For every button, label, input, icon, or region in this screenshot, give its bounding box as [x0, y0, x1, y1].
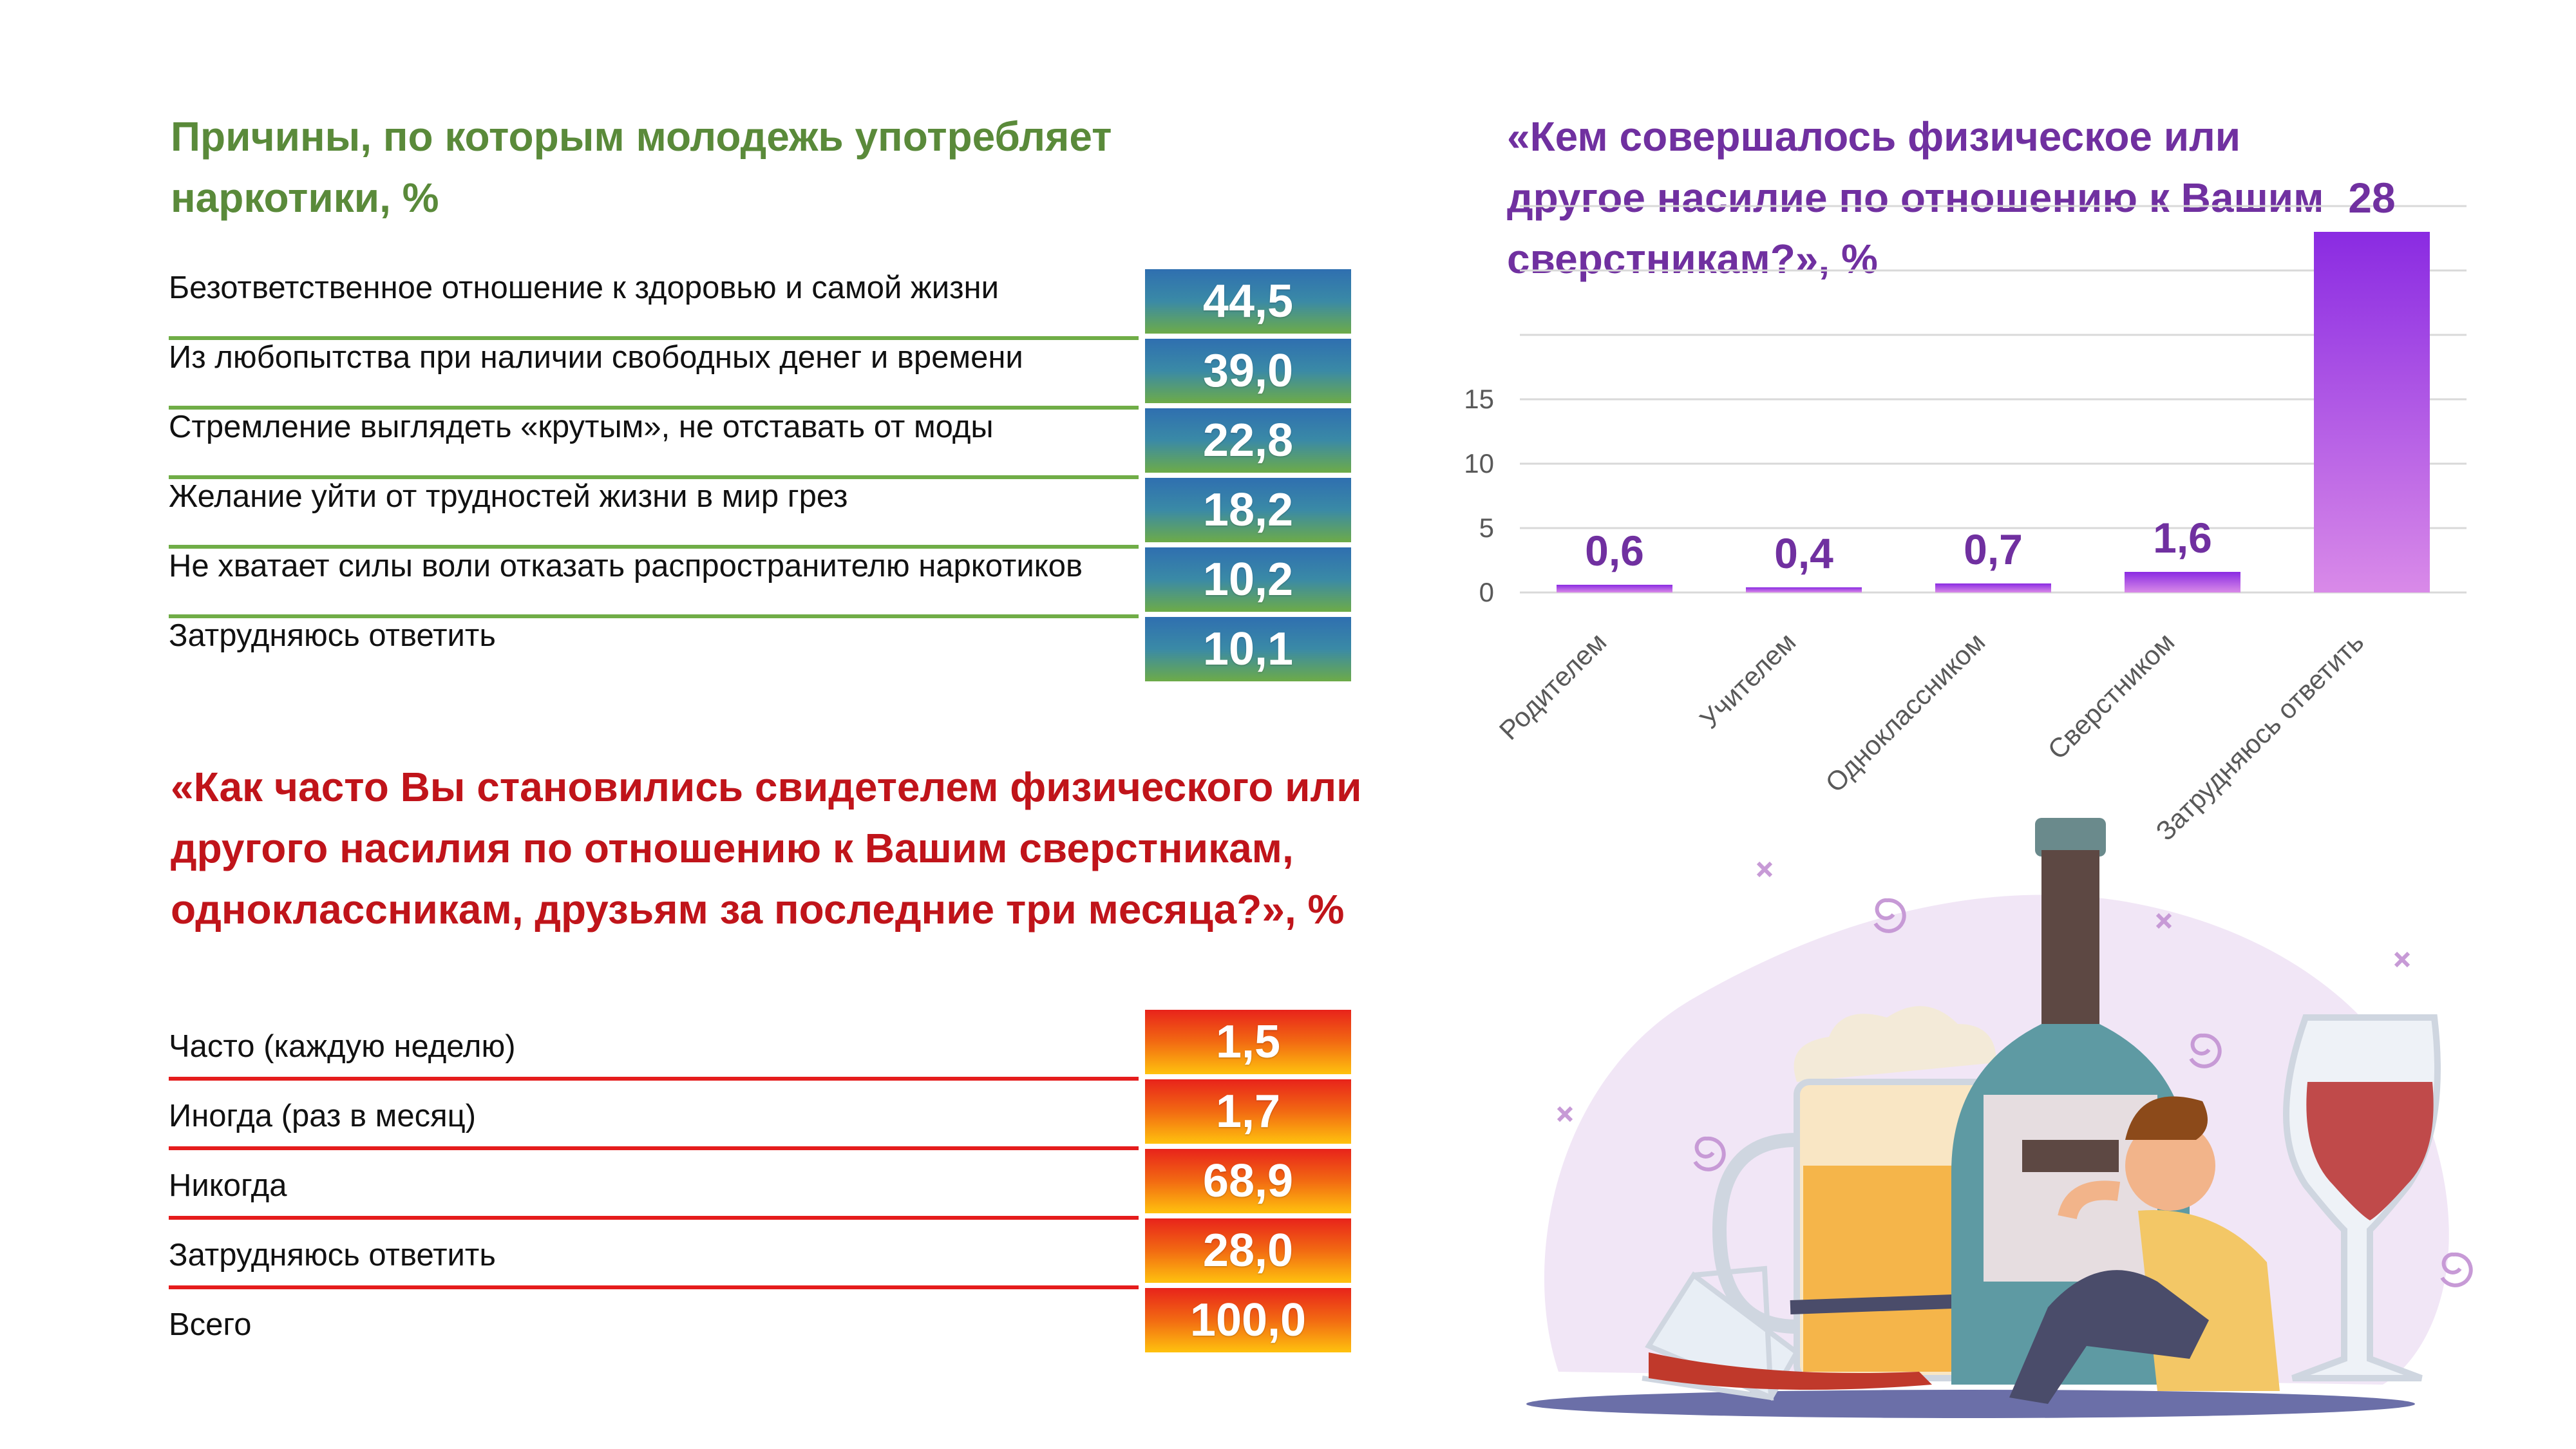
drug-reason-row-label: Безответственное отношение к здоровью и … — [169, 270, 999, 305]
bar-value-label: 0,7 — [1964, 526, 2023, 573]
drug-reason-row: Затрудняюсь ответить 10,1 — [169, 617, 1351, 687]
violence-frequency-row: Иногда (раз в месяц) 1,7 — [169, 1079, 1351, 1150]
y-tick-label: 5 — [1479, 513, 1494, 543]
bar-value-label: 1,6 — [2153, 514, 2212, 562]
violence-frequency-row: Затрудняюсь ответить 28,0 — [169, 1218, 1351, 1289]
y-tick-label: 0 — [1479, 577, 1494, 607]
violence-frequency-row: Часто (каждую неделю) 1,5 — [169, 1010, 1351, 1081]
bar — [1935, 583, 2051, 592]
decorative-swirls — [1557, 861, 2473, 1287]
drug-reason-row-value: 39,0 — [1145, 339, 1351, 403]
drug-reason-row-value: 22,8 — [1145, 408, 1351, 473]
drug-reason-row-value: 44,5 — [1145, 269, 1351, 334]
bar — [1557, 585, 1672, 592]
drug-reason-row-label: Стремление выглядеть «крутым», не отстав… — [169, 410, 994, 444]
x-category-label: Учителем — [1694, 627, 1801, 734]
violence-frequency-row-divider — [169, 1216, 1139, 1220]
violence-perpetrator-chart: 0 5 10 15 0,6 Родителем 0,4 Учителем 0,7 Одноклас… — [1464, 174, 2467, 846]
wine-glass-icon — [2283, 1014, 2441, 1381]
drug-reason-row-label: Не хватает силы воли отказать распростра… — [169, 549, 1083, 583]
bar-value-label: 0,6 — [1585, 527, 1644, 574]
bar-value-label: 0,4 — [1774, 529, 1833, 577]
violence-witness-title: «Как часто Вы становились свидетелем физ… — [171, 764, 1362, 933]
drug-reason-row: Не хватает силы воли отказать распростра… — [169, 547, 1351, 618]
drug-reasons-title: Причины, по которым молодежь употребляет… — [171, 113, 1112, 221]
drug-reason-row-divider — [169, 406, 1139, 410]
drug-reason-row-label: Желание уйти от трудностей жизни в мир г… — [169, 479, 848, 514]
violence-frequency-row-label: Затрудняюсь ответить — [169, 1238, 496, 1273]
drug-reason-row-value: 10,2 — [1145, 547, 1351, 612]
drug-reason-row-label: Затрудняюсь ответить — [169, 618, 496, 653]
violence-frequency-row-label: Всего — [169, 1307, 252, 1342]
drug-reason-row-value: 10,1 — [1145, 617, 1351, 681]
violence-frequency-row-value: 1,7 — [1145, 1079, 1351, 1144]
bar — [2125, 572, 2240, 592]
drug-reason-row-value: 18,2 — [1145, 478, 1351, 542]
violence-frequency-row-label: Никогда — [169, 1168, 287, 1203]
x-category-label: Одноклассником — [1819, 627, 1991, 798]
alcohol-illustration — [1526, 818, 2473, 1418]
drug-reason-row: Стремление выглядеть «крутым», не отстав… — [169, 408, 1351, 479]
violence-frequency-row: Всего 100,0 — [169, 1288, 1351, 1358]
drug-reason-row-divider — [169, 475, 1139, 479]
violence-frequency-row-label: Часто (каждую неделю) — [169, 1029, 516, 1064]
bar-value-label: 28 — [2348, 174, 2395, 222]
x-category-label: Сверстником — [2041, 627, 2180, 765]
y-tick-label: 15 — [1464, 384, 1494, 414]
violence-frequency-row-value: 1,5 — [1145, 1010, 1351, 1074]
bar — [2314, 232, 2430, 592]
chart-title: «Кем совершалось физическое или другое н… — [1507, 113, 2324, 282]
drug-reason-row: Из любопытства при наличии свободных ден… — [169, 339, 1351, 410]
violence-frequency-row-label: Иногда (раз в месяц) — [169, 1099, 477, 1133]
drug-reasons-table: Безответственное отношение к здоровью и … — [169, 269, 1351, 687]
violence-frequency-row-divider — [169, 1146, 1139, 1150]
violence-frequency-row-value: 68,9 — [1145, 1149, 1351, 1213]
drug-reason-row-divider — [169, 336, 1139, 340]
sitting-person-icon — [2009, 1096, 2280, 1404]
bar — [1746, 587, 1862, 592]
drug-reason-row-divider — [169, 545, 1139, 549]
violence-frequency-row-divider — [169, 1077, 1139, 1081]
violence-frequency-row: Никогда 68,9 — [169, 1149, 1351, 1220]
drug-reason-row: Желание уйти от трудностей жизни в мир г… — [169, 478, 1351, 549]
drug-reason-row-label: Из любопытства при наличии свободных ден… — [169, 340, 1023, 375]
violence-frequency-row-divider — [169, 1285, 1139, 1289]
violence-frequency-row-value: 28,0 — [1145, 1218, 1351, 1283]
violence-frequency-row-value: 100,0 — [1145, 1288, 1351, 1352]
violence-witness-table: Часто (каждую неделю) 1,5 Иногда (раз в ме… — [169, 1010, 1351, 1358]
floor-shadow — [1526, 1390, 2415, 1418]
drug-reason-row: Безответственное отношение к здоровью и … — [169, 269, 1351, 340]
x-category-label: Родителем — [1493, 627, 1613, 746]
drug-reason-row-divider — [169, 614, 1139, 618]
y-tick-label: 10 — [1464, 448, 1494, 478]
